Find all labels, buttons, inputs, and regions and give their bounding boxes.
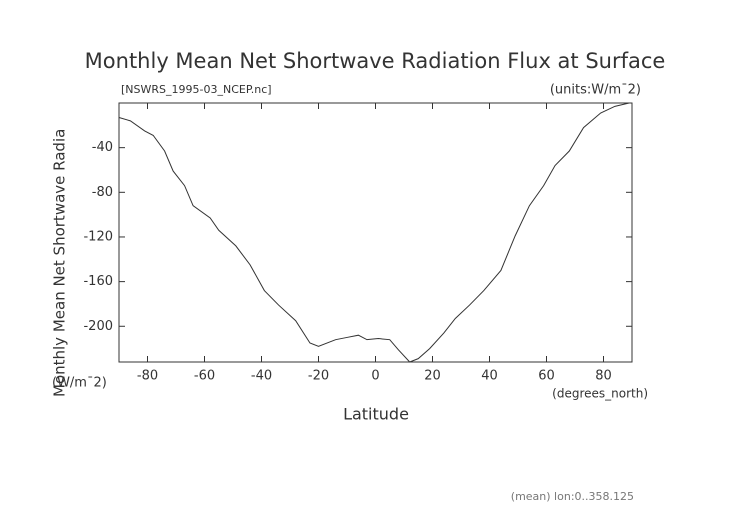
x-tick-label: -60 (194, 369, 215, 384)
plot-frame (118, 102, 633, 363)
x-axis-unit: (degrees_north) (552, 387, 648, 401)
x-tick-label: 80 (595, 369, 612, 384)
subtitle: [NSWRS_1995-03_NCEP.nc] (121, 83, 272, 96)
data-line (118, 102, 630, 363)
y-tick-label: -120 (83, 229, 113, 244)
x-tick-label: -20 (308, 369, 329, 384)
chart-title: Monthly Mean Net Shortwave Radiation Flu… (85, 49, 666, 73)
y-axis-label: Monthly Mean Net Shortwave Radia (51, 129, 69, 397)
y-tick-label: -40 (92, 140, 113, 155)
x-tick-label: 20 (424, 369, 441, 384)
y-tick-label: -80 (92, 185, 113, 200)
y-tick-label: -200 (83, 319, 113, 334)
footnote: (mean) lon:0..358.125 (511, 490, 634, 503)
units: (units:W/m¯2) (550, 83, 641, 98)
x-tick-label: 40 (481, 369, 498, 384)
x-tick-label: -80 (137, 369, 158, 384)
x-tick-label: -40 (251, 369, 272, 384)
x-tick-label: 0 (371, 369, 379, 384)
y-tick-label: -160 (83, 274, 113, 289)
x-axis-label: Latitude (343, 405, 409, 424)
y-axis-unit: (W/m¯2) (52, 376, 107, 391)
x-tick-label: 60 (538, 369, 555, 384)
